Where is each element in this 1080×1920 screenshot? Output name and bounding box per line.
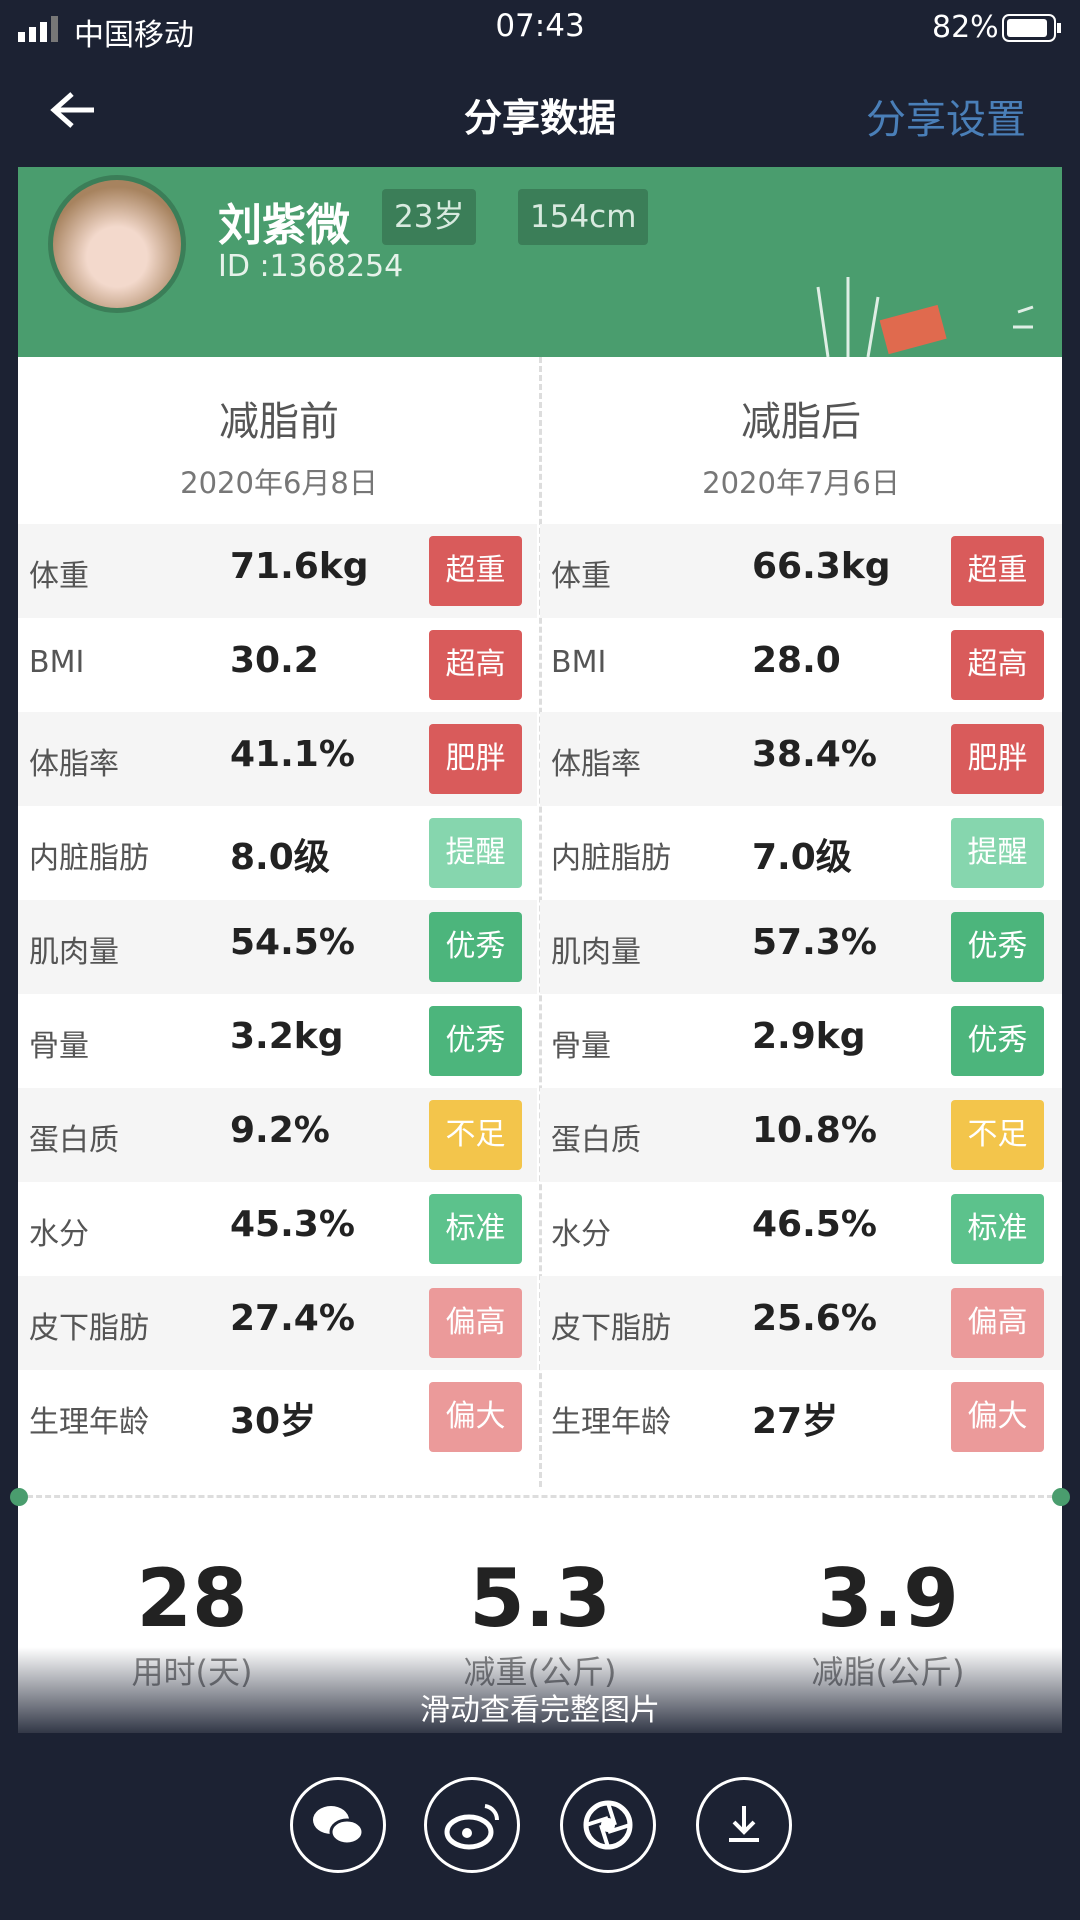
metric-value: 3.2kg [230,1016,344,1057]
column-title: 减脂后 [741,399,861,445]
metric-label: BMI [29,645,85,680]
back-button[interactable] [50,90,96,130]
height: 154cm [518,189,649,245]
metric-value: 41.1% [230,734,355,775]
metric-label: 骨量 [551,1029,611,1064]
metric-label: 生理年龄 [551,1405,671,1440]
metric-label: 内脏脂肪 [551,841,671,876]
status-tag: 偏高 [429,1288,522,1358]
metric-label: 水分 [551,1217,611,1252]
signal-icon [18,16,58,42]
bottom-fade [18,1647,1062,1733]
summary-divider [18,1495,1062,1498]
metric-value: 27.4% [230,1298,355,1339]
metric-value: 28.0 [752,640,841,681]
column-title: 减脂前 [219,399,339,445]
summary-value: 3.9 [817,1552,959,1645]
share-settings[interactable]: 分享设置 [866,97,1026,143]
metric-value: 27岁 [752,1401,839,1442]
metric-label: 蛋白质 [551,1123,641,1158]
metric-label: 皮下脂肪 [551,1311,671,1346]
nav-title: 分享数据 [463,96,616,140]
metric-value: 10.8% [752,1110,877,1151]
status-tag: 偏大 [951,1382,1044,1452]
metric-label: 体重 [29,559,89,594]
summary-value: 28 [136,1552,248,1645]
status-tag: 超高 [951,630,1044,700]
metric-value: 46.5% [752,1204,877,1245]
metric-value: 71.6kg [230,546,369,587]
metric-label: 内脏脂肪 [29,841,149,876]
age: 23岁 [382,189,477,245]
summary-value: 5.3 [469,1552,611,1645]
status-tag: 偏高 [951,1288,1044,1358]
metric-value: 9.2% [230,1110,330,1151]
dot-right [1052,1488,1070,1506]
metric-value: 8.0级 [230,837,330,878]
metric-label: 水分 [29,1217,89,1252]
metric-value: 57.3% [752,922,877,963]
hint[interactable]: 滑动查看完整图片 [420,1693,660,1728]
status-tag: 超高 [429,630,522,700]
battery-icon [1002,14,1061,42]
status-tag: 优秀 [429,912,522,982]
metric-label: 体重 [551,559,611,594]
metric-label: 蛋白质 [29,1123,119,1158]
metric-value: 45.3% [230,1204,355,1245]
status-tag: 优秀 [951,1006,1044,1076]
profile-header: 刘紫微 23岁 154cm ID :1368254 [18,167,1062,357]
metric-label: 肌肉量 [29,935,119,970]
metric-label: 骨量 [29,1029,89,1064]
metric-value: 66.3kg [752,546,891,587]
clock: 07:43 [495,8,585,44]
metric-value: 30.2 [230,640,319,681]
metric-value: 7.0级 [752,837,852,878]
column-date: 2020年6月8日 [180,466,378,500]
status-tag: 标准 [429,1194,522,1264]
share-card: 刘紫微 23岁 154cm ID :1368254 减脂前 2020年6月8日体重… [18,167,1062,1733]
wechat-button[interactable] [290,1777,386,1873]
user-id: ID :1368254 [218,249,404,284]
metric-label: 肌肉量 [551,935,641,970]
metric-value: 30岁 [230,1401,317,1442]
status-tag: 不足 [951,1100,1044,1170]
metric-label: 皮下脂肪 [29,1311,149,1346]
weibo-button[interactable] [424,1777,520,1873]
battery-level: 82% [932,10,999,45]
status-tag: 超重 [429,536,522,606]
avatar [48,175,186,313]
status-tag: 偏大 [429,1382,522,1452]
dot-left [10,1488,28,1506]
column-date: 2020年7月6日 [702,466,900,500]
metric-value: 38.4% [752,734,877,775]
status-tag: 优秀 [429,1006,522,1076]
status-tag: 提醒 [951,818,1044,888]
status-tag: 不足 [429,1100,522,1170]
carrier: 中国移动 [74,18,194,53]
download-button[interactable] [696,1777,792,1873]
metric-value: 2.9kg [752,1016,866,1057]
status-tag: 肥胖 [951,724,1044,794]
status-tag: 超重 [951,536,1044,606]
metric-label: 生理年龄 [29,1405,149,1440]
user-name: 刘紫微 [218,200,350,251]
moments-button[interactable] [560,1777,656,1873]
status-tag: 标准 [951,1194,1044,1264]
metric-value: 25.6% [752,1298,877,1339]
metric-label: 体脂率 [29,747,119,782]
status-tag: 优秀 [951,912,1044,982]
metric-label: BMI [551,645,607,680]
decoration [816,277,1034,357]
metric-label: 体脂率 [551,747,641,782]
status-tag: 提醒 [429,818,522,888]
metric-value: 54.5% [230,922,355,963]
status-tag: 肥胖 [429,724,522,794]
